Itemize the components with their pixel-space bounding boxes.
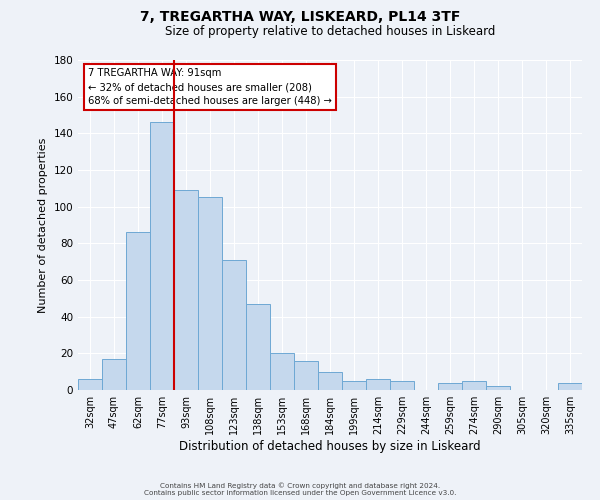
X-axis label: Distribution of detached houses by size in Liskeard: Distribution of detached houses by size … bbox=[179, 440, 481, 453]
Bar bbox=[366, 379, 390, 390]
Bar bbox=[462, 381, 486, 390]
Bar bbox=[78, 379, 102, 390]
Bar bbox=[126, 232, 150, 390]
Bar bbox=[438, 382, 462, 390]
Bar bbox=[318, 372, 342, 390]
Bar bbox=[294, 360, 318, 390]
Bar bbox=[342, 381, 366, 390]
Bar bbox=[102, 359, 126, 390]
Text: Contains public sector information licensed under the Open Government Licence v3: Contains public sector information licen… bbox=[144, 490, 456, 496]
Text: Contains HM Land Registry data © Crown copyright and database right 2024.: Contains HM Land Registry data © Crown c… bbox=[160, 482, 440, 489]
Title: Size of property relative to detached houses in Liskeard: Size of property relative to detached ho… bbox=[165, 25, 495, 38]
Bar bbox=[390, 381, 414, 390]
Bar bbox=[174, 190, 198, 390]
Bar bbox=[246, 304, 270, 390]
Bar bbox=[270, 354, 294, 390]
Text: 7, TREGARTHA WAY, LISKEARD, PL14 3TF: 7, TREGARTHA WAY, LISKEARD, PL14 3TF bbox=[140, 10, 460, 24]
Bar bbox=[198, 198, 222, 390]
Bar bbox=[558, 382, 582, 390]
Text: 7 TREGARTHA WAY: 91sqm
← 32% of detached houses are smaller (208)
68% of semi-de: 7 TREGARTHA WAY: 91sqm ← 32% of detached… bbox=[88, 68, 332, 106]
Bar bbox=[150, 122, 174, 390]
Bar bbox=[222, 260, 246, 390]
Y-axis label: Number of detached properties: Number of detached properties bbox=[38, 138, 48, 312]
Bar bbox=[486, 386, 510, 390]
